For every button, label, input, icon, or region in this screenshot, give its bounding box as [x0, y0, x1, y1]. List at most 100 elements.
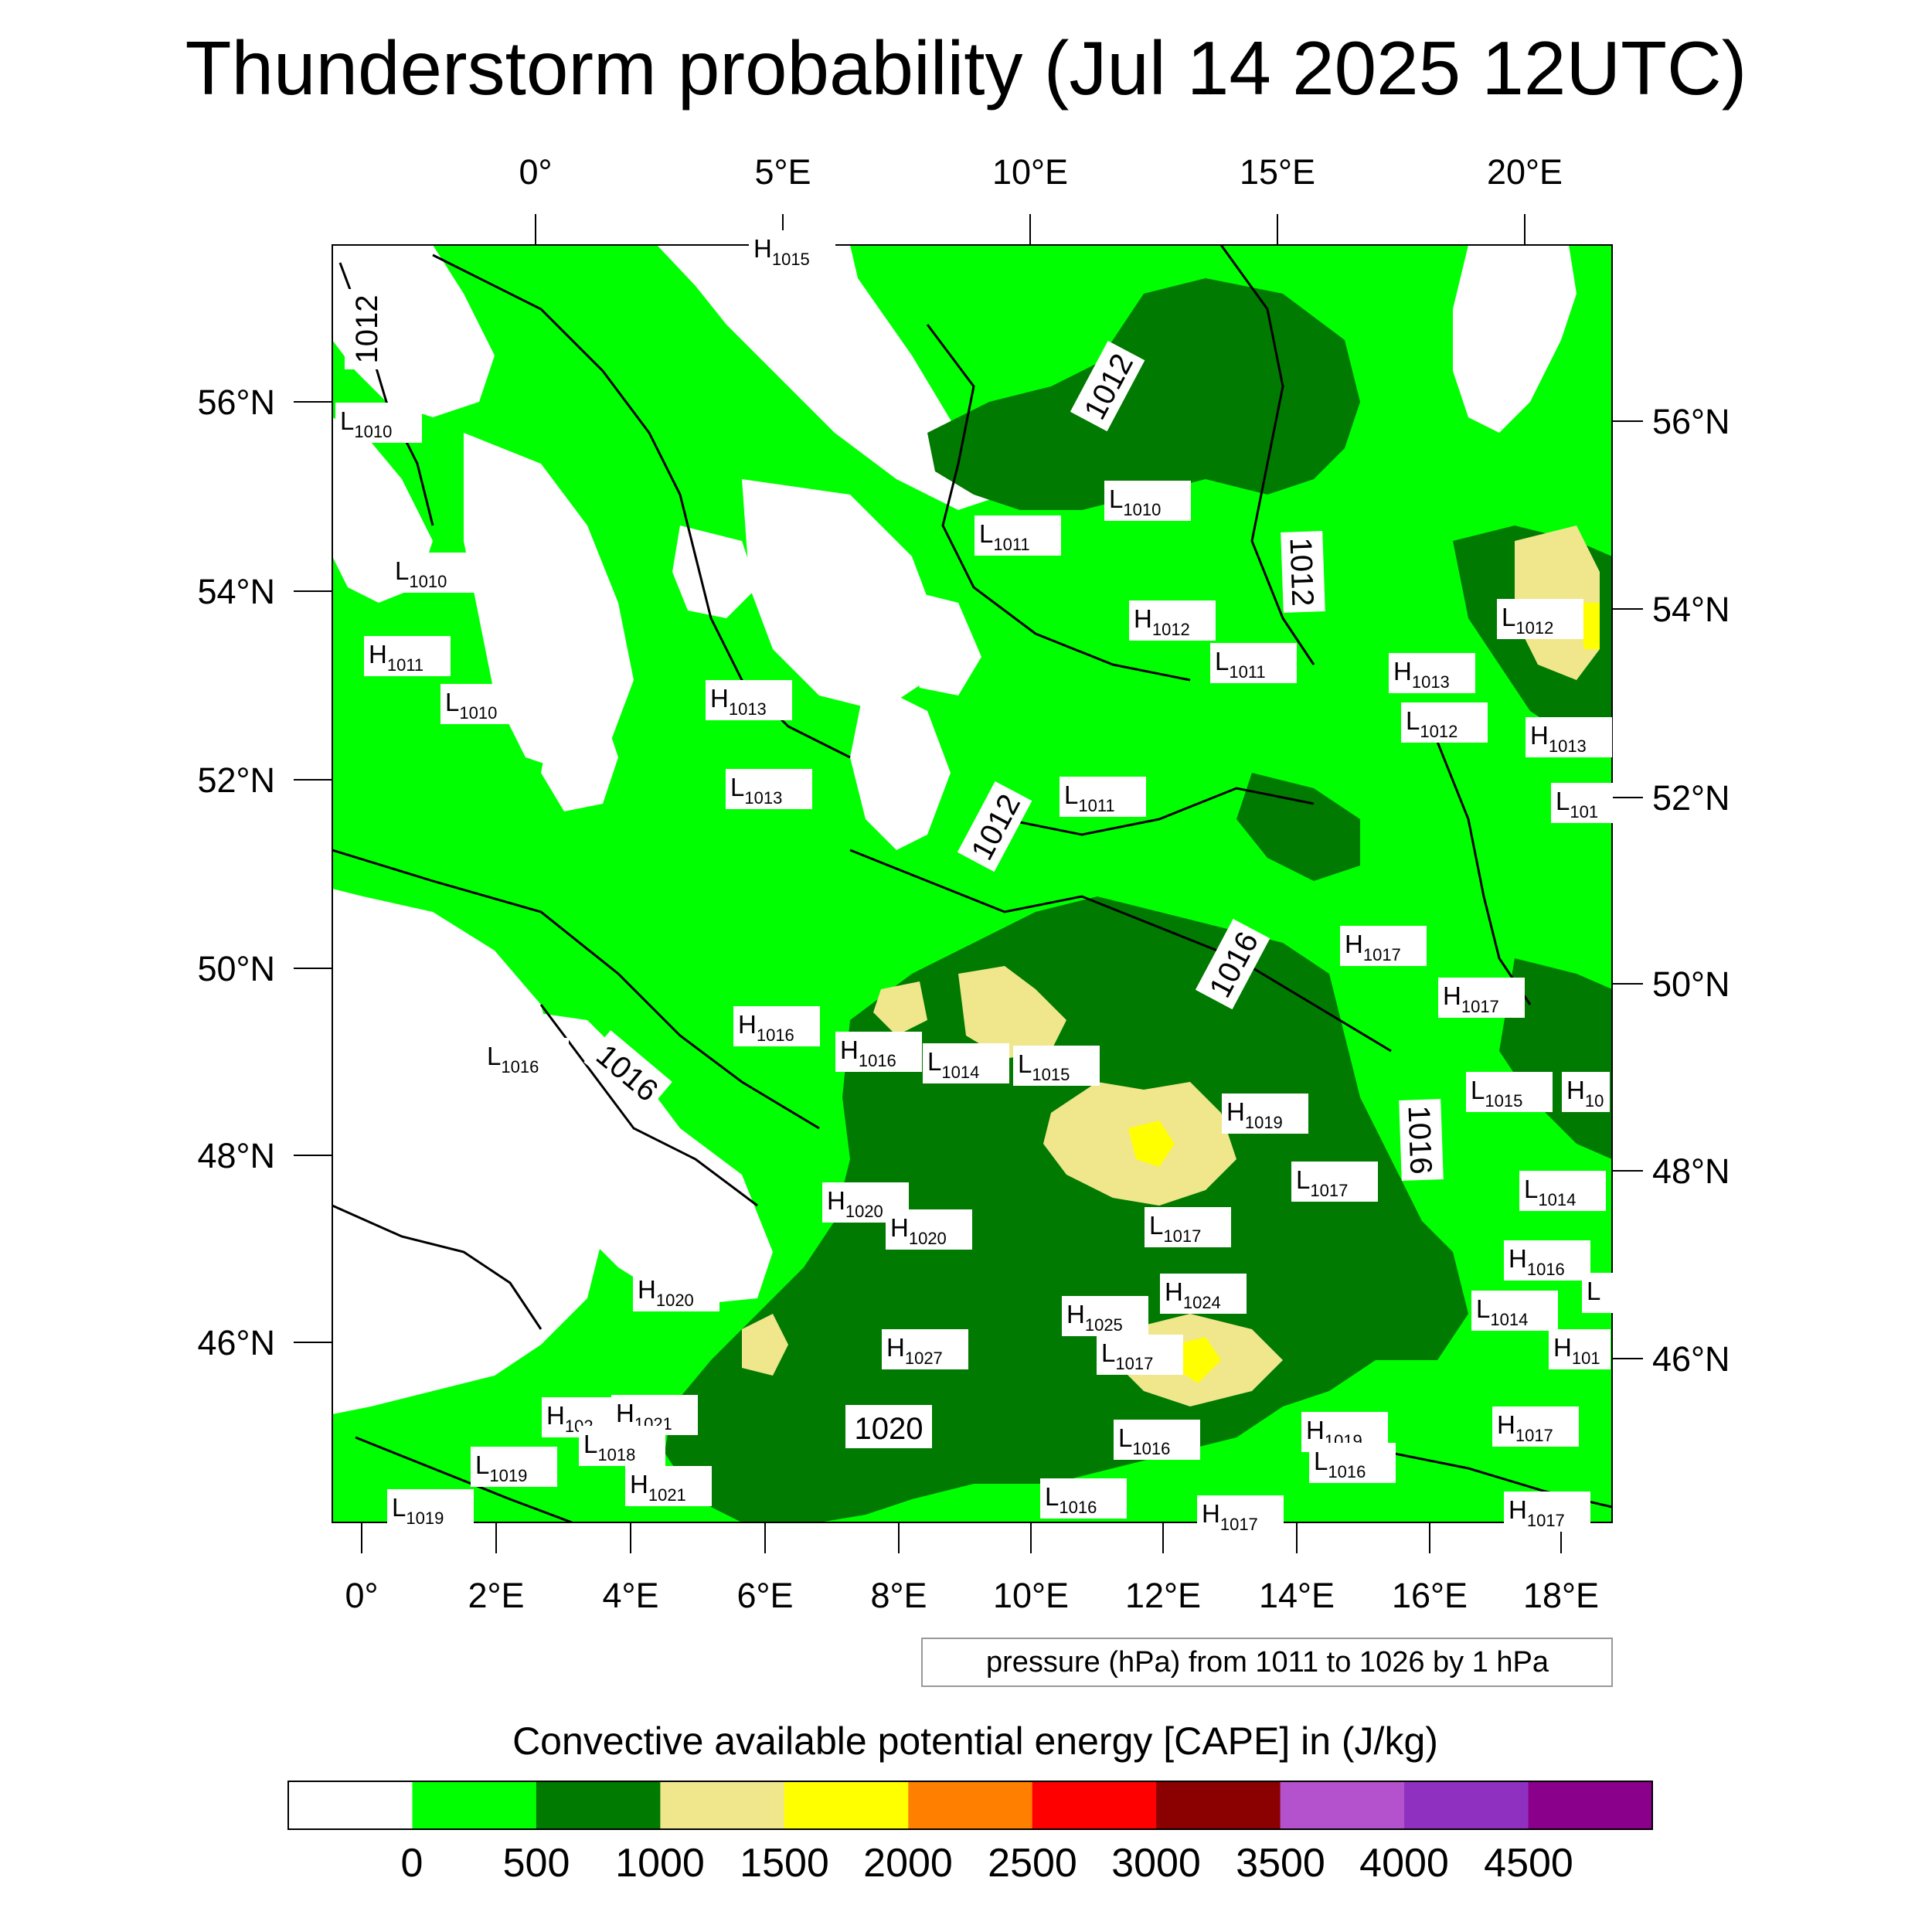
pressure-center-value: 1020 — [656, 1291, 694, 1310]
svg-text:H1017: H1017 — [1443, 981, 1499, 1016]
svg-text:L1010: L1010 — [445, 688, 497, 723]
pressure-center-type: H — [369, 640, 387, 668]
pressure-center-value: 1017 — [1515, 1426, 1553, 1445]
svg-text:H1016: H1016 — [738, 1010, 794, 1045]
svg-text:L1017: L1017 — [1149, 1211, 1201, 1246]
isobar-label: 1012 — [1283, 537, 1319, 607]
svg-text:H1016: H1016 — [840, 1036, 896, 1070]
svg-text:L1017: L1017 — [1101, 1338, 1153, 1373]
lat-label-left: 52°N — [197, 760, 275, 800]
pressure-center-type: L — [392, 1493, 406, 1522]
lat-label-right: 56°N — [1652, 402, 1730, 441]
svg-text:H1017: H1017 — [1345, 930, 1401, 964]
svg-text:L1013: L1013 — [730, 773, 782, 808]
pressure-center-type: L — [445, 688, 459, 716]
pressure-center-labels: H1015 L1010 L1010 H1011 L1010 L1010 L101… — [335, 230, 1613, 1536]
pressure-center-type: L — [1064, 781, 1078, 809]
svg-text:H1017: H1017 — [1202, 1499, 1258, 1534]
lat-label-right: 50°N — [1652, 964, 1730, 1004]
pressure-center-type: H — [1202, 1499, 1220, 1528]
svg-text:H1013: H1013 — [1393, 657, 1450, 692]
pressure-center-value: 1020 — [909, 1229, 947, 1248]
left-latitude-labels: 56°N 54°N 52°N 50°N 48°N 46°N — [197, 383, 275, 1362]
pressure-center-type: H — [1393, 657, 1412, 685]
cape-1500-regions — [1128, 603, 1600, 1383]
svg-text:L1016: L1016 — [1118, 1423, 1170, 1458]
lon-label-top: 15°E — [1240, 152, 1315, 192]
colorbar-swatch — [908, 1781, 1033, 1829]
pressure-center-value: 1010 — [459, 703, 497, 723]
svg-text:L1012: L1012 — [1502, 603, 1553, 638]
svg-text:L: L — [1587, 1277, 1600, 1305]
colorbar-swatch — [412, 1781, 537, 1829]
svg-text:H10: H10 — [1566, 1076, 1604, 1111]
pressure-center-value: 1016 — [757, 1026, 794, 1045]
lat-label-left: 56°N — [197, 383, 275, 422]
pressure-center-value: 1015 — [772, 250, 810, 269]
colorbar-swatch — [288, 1781, 413, 1829]
svg-text:L1016: L1016 — [487, 1042, 539, 1077]
pressure-center-type: L — [1101, 1338, 1115, 1367]
pressure-center-type: L — [1556, 787, 1570, 815]
svg-text:H1012: H1012 — [1134, 604, 1190, 639]
pressure-note: pressure (hPa) from 1011 to 1026 by 1 hP… — [921, 1638, 1613, 1687]
pressure-center-value: 1019 — [489, 1466, 527, 1485]
colorbar-swatch — [1032, 1781, 1157, 1829]
pressure-center-value: 1016 — [1527, 1260, 1565, 1279]
lon-label-top: 0° — [519, 152, 552, 192]
colorbar-tick: 1500 — [740, 1841, 829, 1886]
svg-text:H1013: H1013 — [710, 684, 767, 719]
lon-label-bottom: 18°E — [1523, 1576, 1599, 1615]
colorbar-tick: 3500 — [1236, 1841, 1325, 1886]
pressure-center-type: H — [1226, 1097, 1245, 1126]
isobar-label: 1020 — [855, 1412, 923, 1446]
colorbar-title: Convective available potential energy [C… — [512, 1719, 1438, 1763]
svg-text:L1017: L1017 — [1296, 1165, 1348, 1200]
pressure-center-type: L — [1524, 1175, 1538, 1203]
pressure-center-type: H — [840, 1036, 859, 1064]
svg-text:H1011: H1011 — [369, 640, 423, 675]
svg-text:L1019: L1019 — [392, 1493, 444, 1528]
pressure-center-value: 1019 — [1245, 1113, 1283, 1132]
pressure-center-value: 10 — [1585, 1091, 1604, 1111]
colorbar-tick: 2500 — [988, 1841, 1077, 1886]
pressure-center-value: 1025 — [1085, 1315, 1123, 1335]
pressure-center-type: L — [395, 556, 409, 585]
bottom-longitude-labels: 0° 2°E 4°E 6°E 8°E 10°E 12°E 14°E 16°E 1… — [345, 1576, 1599, 1615]
pressure-center-type: H — [827, 1186, 845, 1215]
right-latitude-labels: 56°N 54°N 52°N 50°N 48°N 46°N — [1652, 402, 1730, 1379]
colorbar-swatch — [1404, 1781, 1529, 1829]
svg-text:H1020: H1020 — [890, 1213, 947, 1248]
pressure-center-type: H — [616, 1399, 634, 1427]
svg-text:L1014: L1014 — [1476, 1294, 1528, 1329]
pressure-center-type: L — [1296, 1165, 1310, 1194]
pressure-center-type: H — [1306, 1416, 1325, 1444]
pressure-center-value: 1015 — [1032, 1065, 1070, 1084]
isobar-value-labels: 1012 1012 1012 1012 1016 1016 1016 1020 — [345, 289, 1444, 1448]
pressure-center-value: 1014 — [941, 1063, 979, 1082]
pressure-center-value: 1014 — [1490, 1310, 1528, 1329]
pressure-center-value: 1019 — [406, 1509, 444, 1528]
colorbar-tick: 0 — [401, 1841, 423, 1886]
colorbar-tick: 3000 — [1111, 1841, 1201, 1886]
svg-text:H1021: H1021 — [630, 1470, 686, 1505]
lat-label-right: 46°N — [1652, 1339, 1730, 1379]
colorbar-swatch — [1280, 1781, 1405, 1829]
pressure-center-type: H — [1345, 930, 1363, 958]
pressure-center-type: L — [1215, 647, 1229, 675]
pressure-center-type: L — [979, 519, 993, 548]
lon-label-bottom: 0° — [345, 1576, 378, 1615]
pressure-center-type: L — [1471, 1076, 1485, 1104]
pressure-center-value: 1017 — [1527, 1511, 1565, 1530]
pressure-center-type: L — [1149, 1211, 1163, 1240]
pressure-center-value: 1011 — [993, 535, 1029, 554]
pressure-center-value: 1011 — [387, 655, 423, 675]
svg-text:L1015: L1015 — [1018, 1049, 1070, 1084]
svg-text:L1011: L1011 — [979, 519, 1030, 554]
pressure-center-type: H — [738, 1010, 757, 1039]
pressure-center-value: 1013 — [1549, 736, 1587, 756]
colorbar-tick-labels: 0 500 1000 1500 2000 2500 3000 3500 4000… — [401, 1841, 1573, 1886]
pressure-center-value: 1013 — [729, 699, 767, 719]
pressure-center-type: L — [730, 773, 744, 801]
